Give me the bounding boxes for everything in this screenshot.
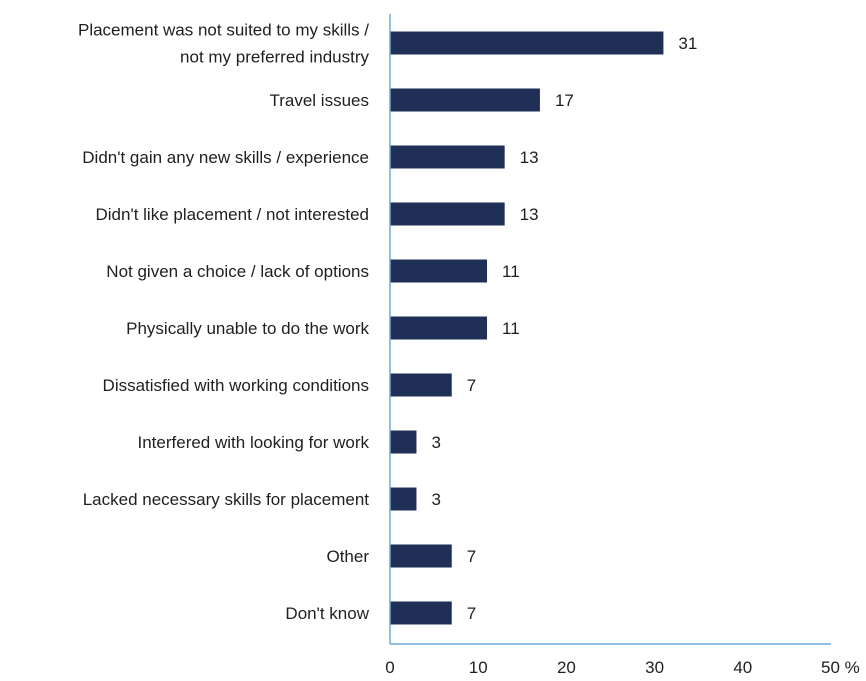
bar [390, 259, 488, 283]
bar [390, 88, 540, 112]
x-tick-label: 20 [557, 658, 576, 677]
category-label: Not given a choice / lack of options [106, 262, 369, 281]
data-label: 7 [467, 376, 476, 395]
x-tick-label: 40 [733, 658, 752, 677]
bar [390, 430, 417, 454]
data-label: 11 [502, 319, 520, 338]
data-label: 17 [555, 91, 574, 110]
data-label: 7 [467, 547, 476, 566]
value-labels: 31 17 13 13 11 11 7 3 3 7 7 [431, 34, 697, 623]
x-tick-label: 0 [385, 658, 394, 677]
bars-group [390, 31, 664, 625]
data-label: 7 [467, 604, 476, 623]
category-label: Dissatisfied with working conditions [103, 376, 369, 395]
category-labels: Placement was not suited to my skills / n… [78, 21, 370, 624]
category-label: Other [326, 547, 369, 566]
bar [390, 31, 664, 55]
category-label: Interfered with looking for work [138, 433, 370, 452]
data-label: 31 [678, 34, 697, 53]
category-label: Physically unable to do the work [126, 319, 369, 338]
bar [390, 145, 505, 169]
bar [390, 544, 452, 568]
category-label: Lacked necessary skills for placement [83, 490, 370, 509]
category-label: Placement was not suited to my skills / n… [78, 21, 370, 67]
x-tick-label: 10 [469, 658, 488, 677]
x-tick-label: 50 % [821, 658, 860, 677]
bar [390, 487, 417, 511]
x-tick-label: 30 [645, 658, 664, 677]
bar [390, 601, 452, 625]
category-label: Don't know [285, 604, 369, 623]
data-label: 13 [520, 205, 539, 224]
axes-group [389, 14, 831, 645]
category-label: Didn't like placement / not interested [95, 205, 369, 224]
category-label: Didn't gain any new skills / experience [82, 148, 369, 167]
bar [390, 373, 452, 397]
data-label: 3 [431, 433, 440, 452]
bar [390, 202, 505, 226]
bar [390, 316, 488, 340]
data-label: 3 [431, 490, 440, 509]
x-tick-labels: 0 10 20 30 40 50 % [385, 658, 859, 677]
data-label: 13 [520, 148, 539, 167]
category-label: Travel issues [269, 91, 369, 110]
data-label: 11 [502, 262, 520, 281]
